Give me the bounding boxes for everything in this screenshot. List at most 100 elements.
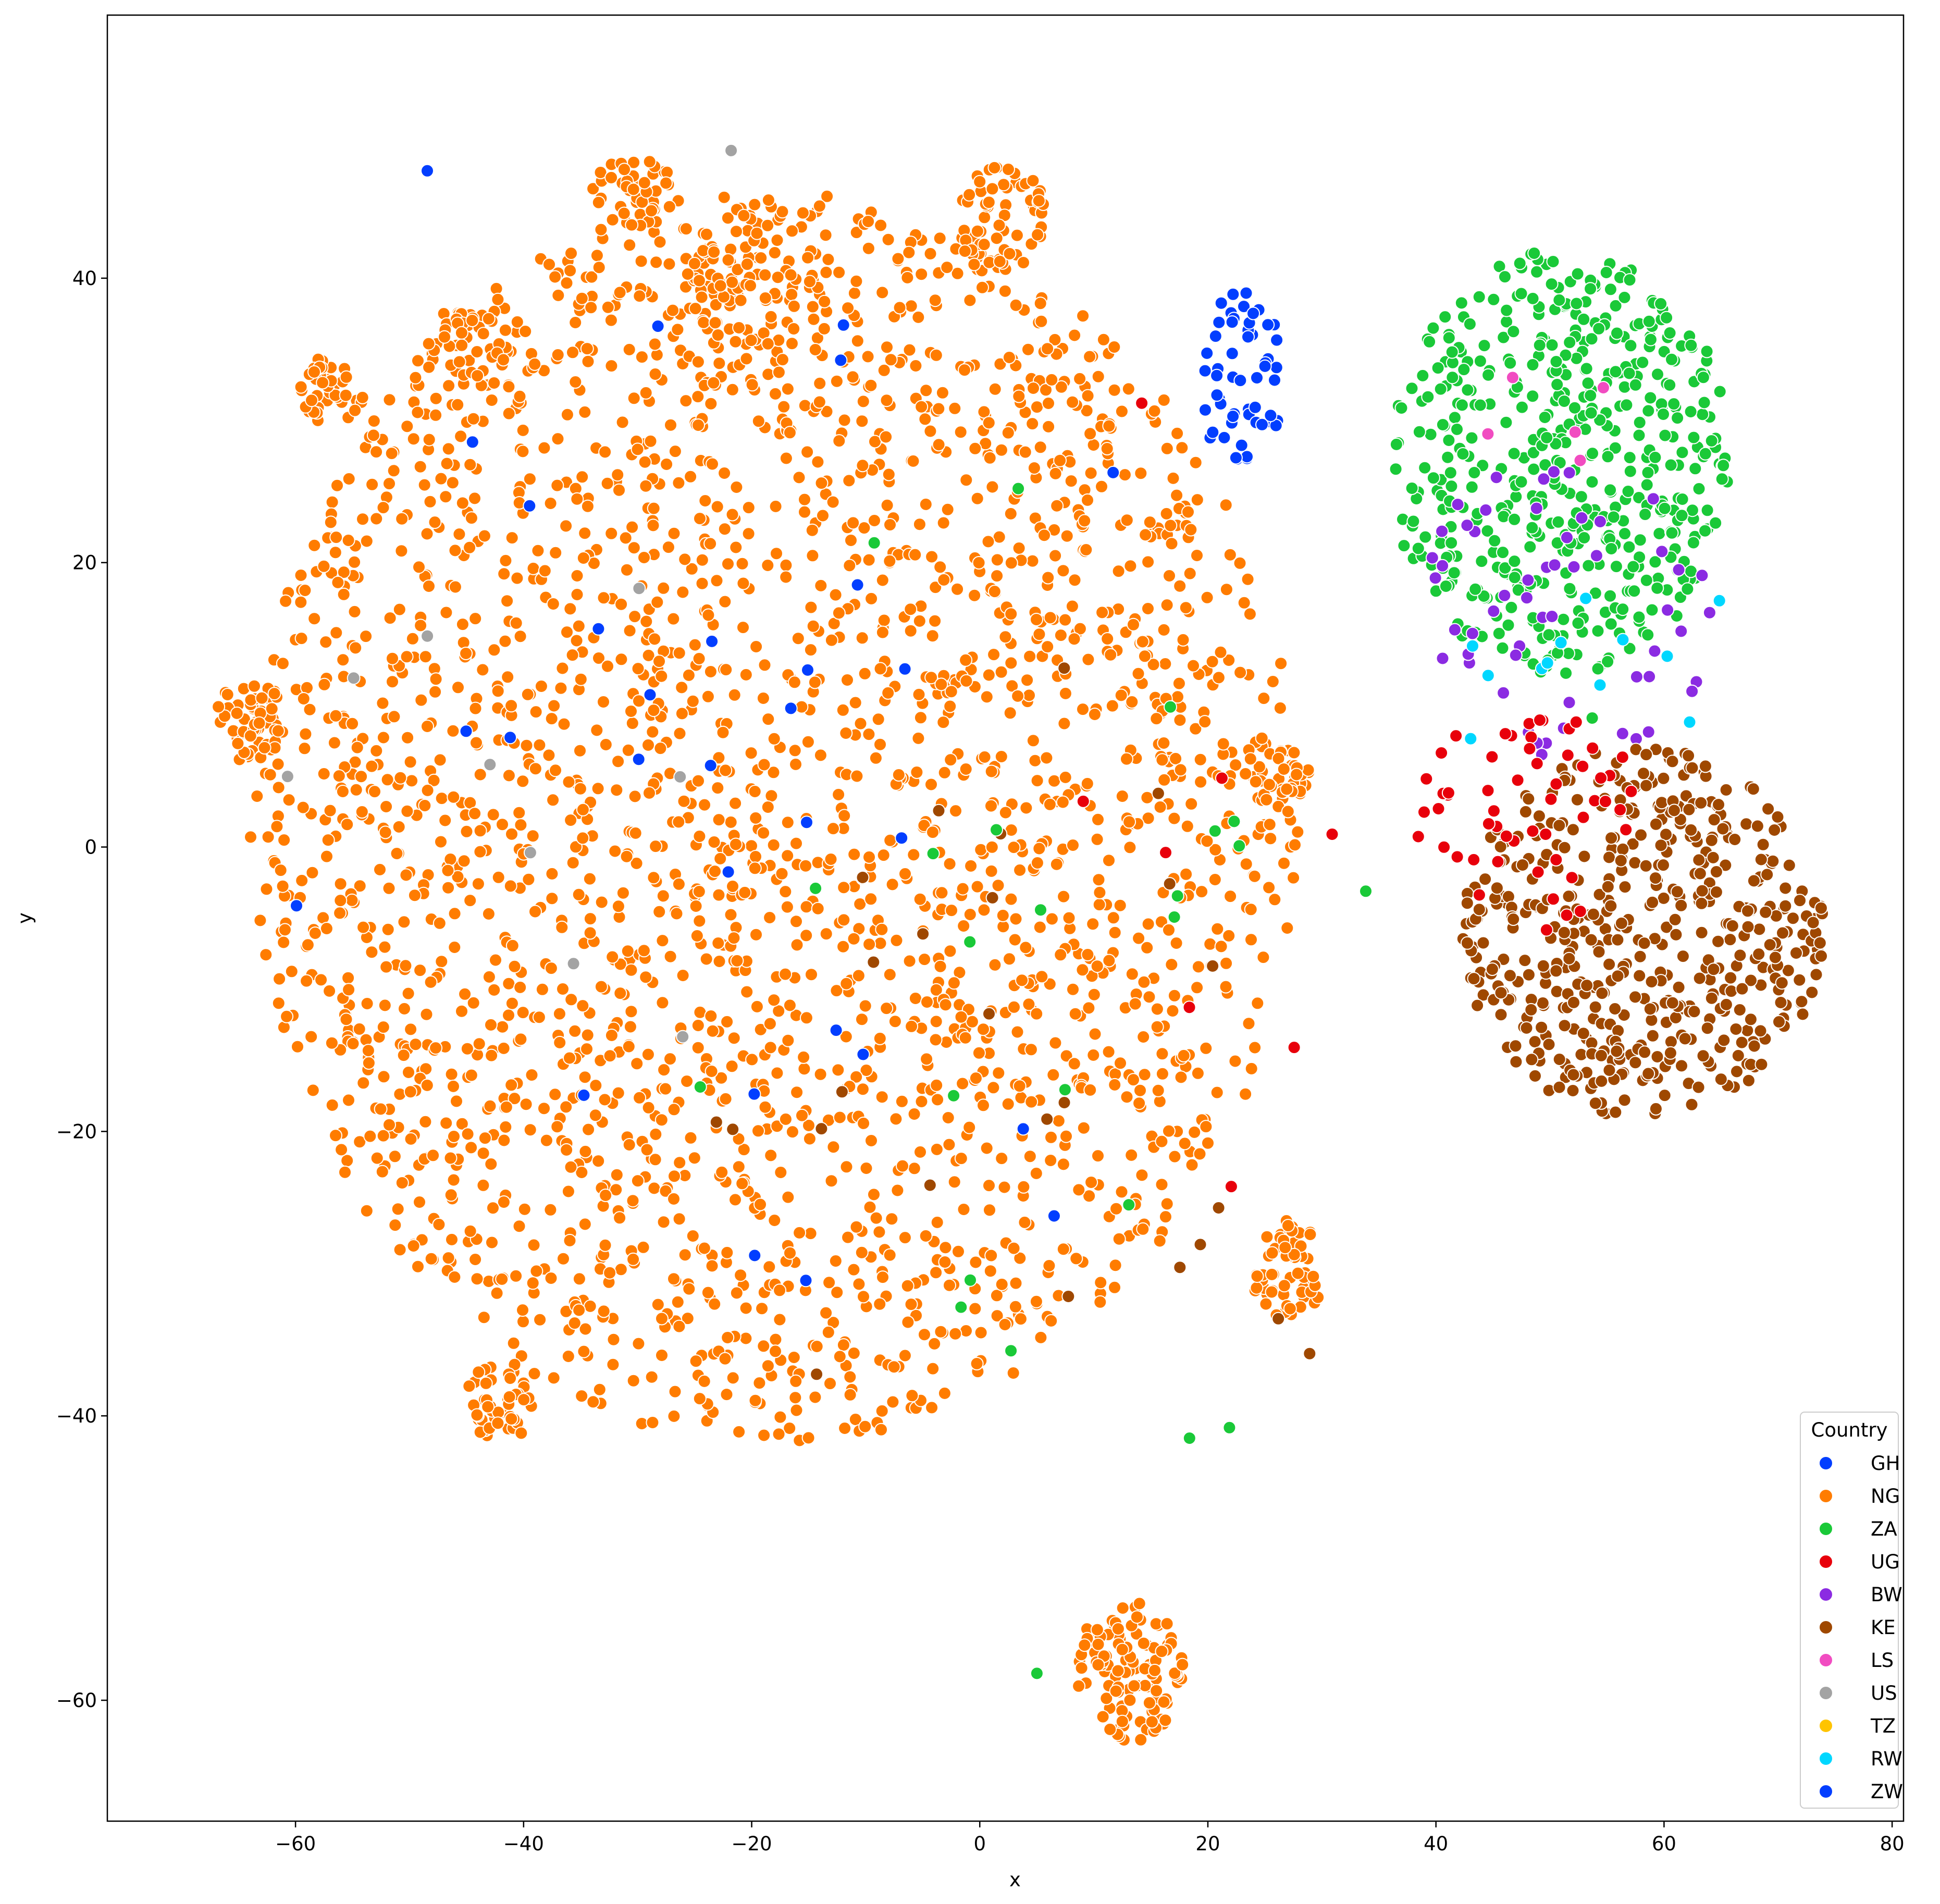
- data-point-ng: [1054, 380, 1068, 394]
- data-point-ng: [938, 1241, 953, 1255]
- data-point-za: [1654, 297, 1668, 311]
- data-point-ng: [630, 1057, 644, 1071]
- data-point-ng: [1107, 340, 1121, 354]
- data-point-bw: [1529, 501, 1543, 515]
- data-point-ng: [405, 632, 419, 646]
- data-point-ng: [1155, 1047, 1169, 1061]
- data-point-ng: [448, 1270, 462, 1284]
- data-point-ug: [1561, 748, 1575, 762]
- data-point-ls: [1568, 425, 1582, 439]
- data-point-ng: [270, 820, 284, 834]
- data-point-ng: [802, 1132, 817, 1146]
- data-point-ng: [573, 744, 587, 758]
- data-point-ng: [907, 1161, 921, 1176]
- data-point-ng: [1133, 1083, 1147, 1097]
- data-point-ng: [1009, 298, 1023, 312]
- data-point-ng: [555, 661, 570, 675]
- data-point-ng: [545, 712, 559, 726]
- data-point-ng: [950, 266, 965, 280]
- data-point-gh: [1206, 425, 1220, 439]
- data-point-ng: [1214, 645, 1228, 659]
- data-point-ng: [1250, 1281, 1264, 1295]
- data-point-gh: [1268, 373, 1281, 387]
- data-point-ng: [1125, 1148, 1139, 1162]
- data-point-ng: [751, 1124, 765, 1138]
- data-point-ng: [893, 301, 907, 315]
- data-point-ke: [1746, 782, 1760, 796]
- data-point-ke: [1601, 880, 1615, 894]
- data-point-ng: [303, 702, 317, 716]
- data-point-ng: [521, 687, 535, 701]
- data-point-ng: [932, 402, 946, 416]
- data-point-ke: [1633, 949, 1647, 963]
- data-point-ng: [687, 256, 701, 270]
- data-point-rw: [1540, 656, 1554, 670]
- data-point-ng: [930, 1078, 944, 1092]
- data-point-ng: [516, 1315, 530, 1329]
- data-point-za: [1492, 259, 1506, 274]
- data-point-za: [1500, 303, 1514, 317]
- data-point-za: [1620, 398, 1634, 412]
- data-point-ng: [1032, 194, 1046, 208]
- data-point-ng: [1091, 369, 1105, 384]
- data-point-ng: [1214, 939, 1228, 954]
- data-point-ng: [1029, 1294, 1043, 1308]
- data-point-ke: [1588, 1096, 1602, 1110]
- data-point-ng: [1167, 811, 1181, 825]
- data-point-ng: [728, 335, 743, 349]
- data-point-ng: [505, 827, 518, 841]
- data-point-ng: [956, 1077, 970, 1091]
- data-point-ng: [1092, 898, 1106, 912]
- legend-title: Country: [1811, 1419, 1888, 1441]
- data-point-ng: [701, 608, 715, 622]
- data-point-ng: [1120, 752, 1133, 766]
- data-point-bw: [1593, 515, 1607, 528]
- data-point-ke: [1645, 1013, 1659, 1027]
- data-point-ng: [908, 548, 922, 562]
- data-point-ng: [675, 707, 689, 721]
- data-point-za: [1514, 475, 1528, 489]
- data-point-gh: [836, 318, 850, 332]
- data-point-ng: [547, 699, 561, 713]
- data-point-ng: [1278, 1241, 1292, 1255]
- data-point-gh: [1225, 315, 1239, 329]
- data-point-ng: [1252, 760, 1266, 774]
- data-point-ng: [624, 963, 638, 977]
- data-point-ng: [632, 694, 646, 708]
- data-point-ng: [902, 245, 916, 259]
- data-point-ke: [1756, 837, 1770, 851]
- data-point-ng: [1132, 1597, 1146, 1611]
- data-point-ng: [754, 251, 768, 265]
- data-point-ng: [448, 580, 462, 594]
- data-point-ng: [1273, 701, 1287, 715]
- data-point-ng: [406, 1239, 421, 1253]
- data-point-ng: [450, 1094, 463, 1108]
- data-point-ke: [1763, 938, 1777, 952]
- data-point-ng: [1259, 793, 1274, 807]
- data-point-ng: [314, 973, 328, 987]
- data-point-za: [1632, 491, 1646, 504]
- data-point-ng: [732, 321, 746, 335]
- data-point-ng: [1049, 857, 1064, 871]
- data-point-ng: [644, 434, 658, 448]
- data-point-ng: [1241, 572, 1255, 586]
- data-point-ng: [729, 837, 743, 851]
- data-point-ng: [271, 781, 286, 795]
- data-point-ke: [1577, 849, 1591, 863]
- data-point-za: [1507, 554, 1522, 568]
- data-point-ke: [1733, 948, 1747, 962]
- data-point-ng: [959, 653, 973, 667]
- data-point-ng: [824, 852, 838, 866]
- data-point-ng: [956, 882, 970, 896]
- data-point-ng: [502, 380, 516, 394]
- data-point-ng: [686, 1229, 700, 1243]
- data-point-ng: [757, 1339, 771, 1353]
- data-point-ke: [1614, 854, 1628, 868]
- data-point-ng: [348, 604, 362, 619]
- data-point-ke: [1776, 926, 1789, 940]
- data-point-za: [1538, 411, 1552, 424]
- data-point-za: [1423, 335, 1437, 349]
- data-point-ng: [901, 1315, 915, 1329]
- legend-label-ls: LS: [1871, 1649, 1894, 1672]
- data-point-ng: [513, 980, 527, 994]
